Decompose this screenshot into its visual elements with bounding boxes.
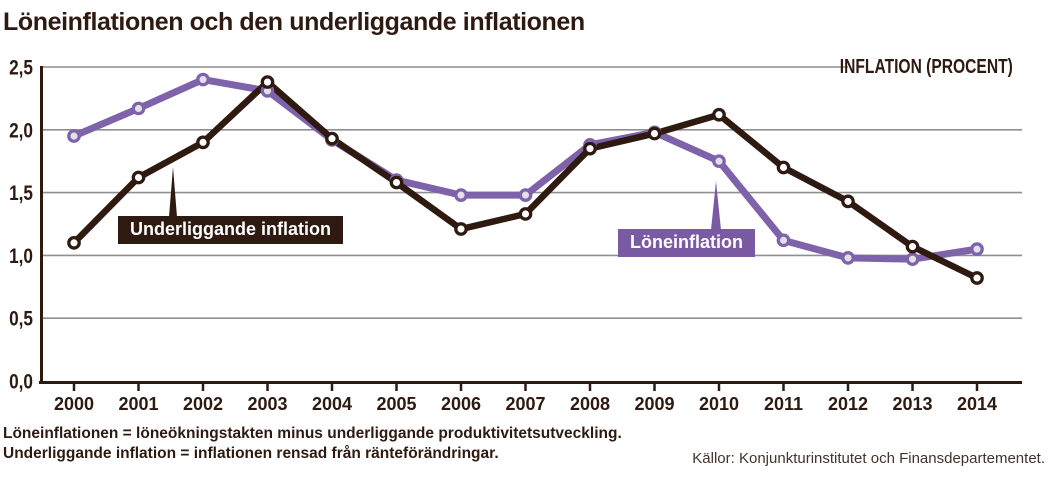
svg-text:2012: 2012 <box>828 394 868 414</box>
series-line-1 <box>70 78 981 282</box>
svg-text:2001: 2001 <box>118 394 158 414</box>
svg-text:2006: 2006 <box>441 394 481 414</box>
svg-text:0,0: 0,0 <box>9 371 33 394</box>
series-label-loneinflation: Löneinflation <box>618 181 755 257</box>
svg-text:2008: 2008 <box>570 394 610 414</box>
y-axis-unit-label: INFLATION (PROCENT) <box>839 56 1013 78</box>
y-axis-labels: 0,0 0,5 1,0 1,5 2,0 2,5 <box>9 57 33 394</box>
callout-pointer-icon <box>169 167 177 217</box>
chart-title: Löneinflationen och den underliggande in… <box>3 8 585 36</box>
svg-text:2000: 2000 <box>54 394 94 414</box>
series-label-text: Löneinflation <box>630 232 743 252</box>
x-axis-labels: 2000 2001 2002 2003 2004 2005 2006 2007 2008 2009… <box>54 394 997 414</box>
series-label-text: Underliggande inflation <box>130 219 331 239</box>
footnote-line-2: Underliggande inflation = inflationen re… <box>3 445 499 462</box>
x-axis-ticks <box>72 384 979 391</box>
svg-text:2013: 2013 <box>892 394 932 414</box>
svg-text:2007: 2007 <box>505 394 545 414</box>
svg-text:1,0: 1,0 <box>9 245 33 268</box>
axes <box>39 66 1022 384</box>
callout-pointer-icon <box>711 181 721 230</box>
svg-text:2003: 2003 <box>247 394 287 414</box>
svg-text:2,5: 2,5 <box>9 57 33 80</box>
svg-text:2004: 2004 <box>312 394 352 414</box>
svg-text:2010: 2010 <box>699 394 739 414</box>
svg-text:2005: 2005 <box>376 394 416 414</box>
footnote-line-1: Löneinflationen = löneökningstakten minu… <box>3 425 622 442</box>
series-label-underliggande-inflation: Underliggande inflation <box>118 167 343 244</box>
svg-text:2011: 2011 <box>764 394 803 414</box>
series-markers-1 <box>67 75 984 285</box>
svg-text:2,0: 2,0 <box>9 120 33 143</box>
svg-text:1,5: 1,5 <box>9 183 33 206</box>
svg-text:2009: 2009 <box>634 394 674 414</box>
sources-credit: Källor: Konjunkturinstitutet och Finansd… <box>692 450 1045 467</box>
svg-text:0,5: 0,5 <box>9 308 33 331</box>
svg-text:2014: 2014 <box>957 394 997 414</box>
footnotes: Löneinflationen = löneökningstakten minu… <box>3 424 1045 467</box>
svg-text:2002: 2002 <box>183 394 223 414</box>
